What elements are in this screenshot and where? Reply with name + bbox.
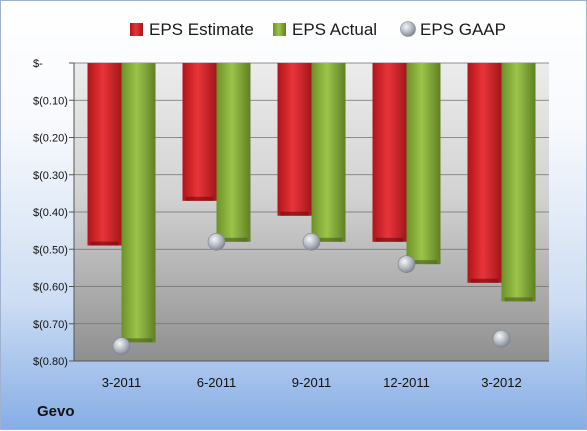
bar-eps-estimate (467, 63, 502, 283)
bar-end-cap (470, 278, 499, 283)
x-tick-label: 6-2011 (197, 375, 237, 390)
legend-swatch-eps-actual (273, 23, 286, 36)
legend-swatch-eps-gaap (400, 21, 416, 37)
bar-eps-estimate (372, 63, 407, 242)
gaap-marker (302, 233, 321, 251)
gaap-marker (112, 337, 131, 355)
x-tick-label: 3-2011 (102, 375, 142, 390)
legend-label: EPS Actual (292, 20, 377, 39)
bar-end-cap (124, 338, 153, 343)
y-tick-label: $(0.20) (33, 133, 68, 145)
bar-eps-actual (121, 63, 156, 343)
y-tick-label: $(0.10) (33, 95, 68, 107)
legend-label: EPS GAAP (420, 20, 506, 39)
bar-end-cap (90, 241, 119, 246)
company-label: Gevo (37, 403, 75, 420)
x-axis: 3-2011 6-2011 9-2011 12-2011 3-2012 (74, 360, 549, 390)
bar-eps-actual (501, 63, 536, 302)
bar-end-cap (504, 297, 533, 302)
bar-end-cap (409, 260, 438, 265)
y-tick-label: $(0.50) (33, 244, 68, 256)
y-tick-label: $(0.40) (33, 207, 68, 219)
gaap-markers (112, 233, 511, 355)
x-tick-label: 3-2012 (481, 375, 521, 390)
bar-eps-actual (311, 63, 346, 242)
bar-eps-actual (406, 63, 441, 265)
gaap-marker (492, 329, 511, 348)
y-axis: $- $(0.10) $(0.20) $(0.30) $(0.40) $(0.50) $(0… (33, 58, 75, 368)
bar-eps-estimate (182, 63, 217, 201)
bar-eps-actual (216, 63, 251, 242)
y-tick-label: $(0.80) (33, 356, 68, 368)
bar-end-cap (375, 237, 404, 242)
bar-eps-estimate (87, 63, 122, 246)
legend-label: EPS Estimate (149, 20, 254, 39)
y-tick-label: $(0.60) (33, 282, 68, 294)
bar-end-cap (314, 237, 343, 242)
bar-end-cap (185, 196, 214, 201)
bars (87, 63, 536, 343)
x-tick-label: 12-2011 (383, 375, 430, 390)
y-tick-label: $- (33, 58, 43, 70)
bar-end-cap (219, 237, 248, 242)
bar-eps-estimate (277, 63, 312, 216)
y-tick-label: $(0.70) (33, 319, 68, 331)
chart-legend: EPS Estimate EPS Actual EPS GAAP (130, 20, 506, 39)
y-tick-label: $(0.30) (33, 170, 68, 182)
x-tick-label: 9-2011 (292, 375, 332, 390)
gaap-marker (207, 233, 226, 251)
bar-end-cap (280, 211, 309, 216)
gaap-marker (397, 255, 416, 273)
legend-swatch-eps-estimate (130, 23, 143, 36)
